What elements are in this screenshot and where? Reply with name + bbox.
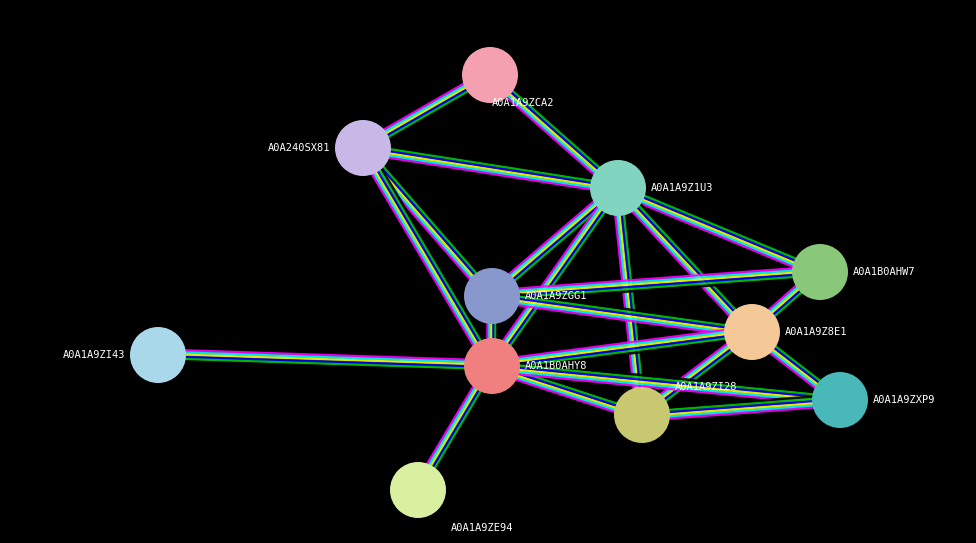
Text: A0A1A9ZE94: A0A1A9ZE94 (451, 523, 513, 533)
Text: A0A1A9ZI28: A0A1A9ZI28 (675, 382, 738, 392)
Text: A0A1A9ZCA2: A0A1A9ZCA2 (492, 98, 554, 108)
Circle shape (464, 338, 520, 394)
Circle shape (464, 268, 520, 324)
Text: A0A1A9ZI43: A0A1A9ZI43 (62, 350, 125, 360)
Circle shape (792, 244, 848, 300)
Circle shape (335, 120, 391, 176)
Circle shape (724, 304, 780, 360)
Circle shape (590, 160, 646, 216)
Text: A0A1A9ZXP9: A0A1A9ZXP9 (873, 395, 936, 405)
Circle shape (812, 372, 868, 428)
Text: A0A1A9Z8E1: A0A1A9Z8E1 (785, 327, 847, 337)
Circle shape (130, 327, 186, 383)
Text: A0A1B0AHW7: A0A1B0AHW7 (853, 267, 915, 277)
Text: A0A240SX81: A0A240SX81 (267, 143, 330, 153)
Text: A0A1A9Z1U3: A0A1A9Z1U3 (651, 183, 713, 193)
Circle shape (390, 462, 446, 518)
Circle shape (462, 47, 518, 103)
Circle shape (614, 387, 670, 443)
Text: A0A1B0AHY8: A0A1B0AHY8 (525, 361, 588, 371)
Text: A0A1A9ZGG1: A0A1A9ZGG1 (525, 291, 588, 301)
